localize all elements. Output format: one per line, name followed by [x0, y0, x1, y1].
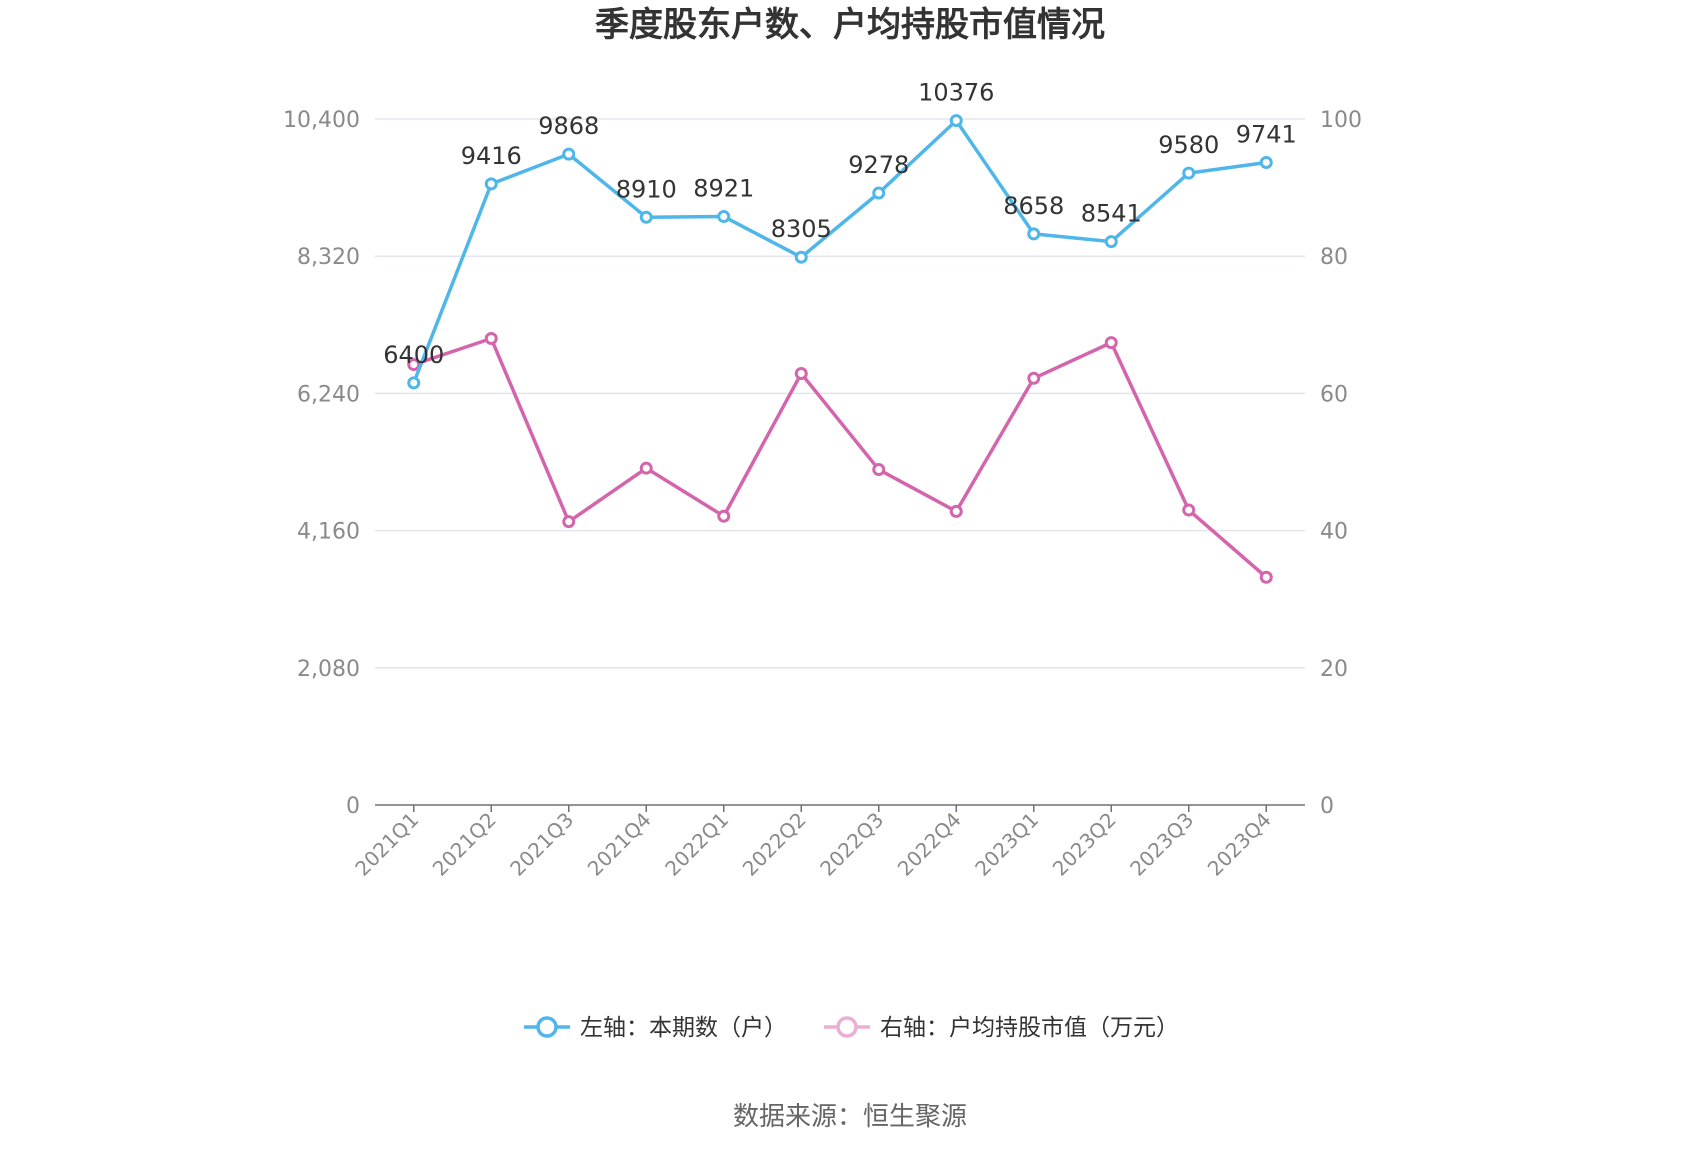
data-point [484, 332, 498, 346]
right-tick-label: 0 [1320, 794, 1334, 819]
left-tick-label: 4,160 [297, 520, 360, 545]
legend-label: 左轴：本期数（户） [580, 1015, 787, 1041]
right-tick-label: 20 [1320, 657, 1348, 682]
data-point [639, 461, 653, 475]
data-point [949, 504, 963, 518]
series-line-avg-value [413, 336, 1268, 579]
x-tick-label: 2022Q3 [815, 808, 888, 881]
data-point [1259, 570, 1273, 584]
left-tick-label: 6,240 [297, 382, 360, 407]
data-point [562, 515, 576, 529]
legend-item[interactable]: 左轴：本期数（户） [524, 1015, 787, 1041]
data-point [872, 463, 886, 477]
data-point [1104, 336, 1118, 350]
data-point [1182, 166, 1196, 180]
left-tick-label: 2,080 [297, 657, 360, 682]
data-point [1027, 227, 1041, 241]
x-tick-label: 2021Q1 [350, 808, 423, 881]
data-label: 8305 [771, 215, 832, 243]
data-point [1182, 503, 1196, 517]
legend-marker [836, 1016, 858, 1038]
data-point [1104, 235, 1118, 249]
data-point [794, 250, 808, 264]
left-tick-label: 10,400 [283, 108, 360, 133]
data-point [717, 210, 731, 224]
x-tick-label: 2023Q2 [1048, 808, 1121, 881]
x-tick-label: 2021Q3 [505, 808, 578, 881]
data-label: 8541 [1081, 200, 1142, 228]
legend-marker [536, 1016, 558, 1038]
series-layer: 6400 9416 9868 8910 8921 8305 9278 10376 8658 854… [383, 79, 1297, 584]
data-point [639, 210, 653, 224]
legend[interactable]: 左轴：本期数（户） 右轴：户均持股市值（万元） [524, 1015, 1179, 1041]
x-tick-label: 2022Q2 [738, 808, 811, 881]
legend-item[interactable]: 右轴：户均持股市值（万元） [824, 1015, 1179, 1041]
left-axis: 0 2,080 4,160 6,240 8,320 10,400 [283, 108, 360, 819]
data-point [794, 367, 808, 381]
data-label: 8658 [1003, 192, 1064, 220]
right-tick-label: 100 [1320, 108, 1362, 133]
right-tick-label: 60 [1320, 382, 1348, 407]
right-axis: 0 20 40 60 80 100 [1320, 108, 1362, 819]
data-point [407, 376, 421, 390]
data-point [407, 358, 421, 372]
legend-label: 右轴：户均持股市值（万元） [880, 1015, 1179, 1041]
x-tick-label: 2022Q4 [893, 808, 966, 881]
x-tick-label: 2023Q4 [1203, 808, 1276, 881]
x-tick-label: 2021Q2 [428, 808, 501, 881]
x-axis: 2021Q1 2021Q2 2021Q3 2021Q4 2022Q1 2022Q2 2022… [350, 804, 1305, 881]
data-label: 6400 [383, 341, 444, 369]
right-tick-label: 80 [1320, 245, 1348, 270]
data-point [484, 177, 498, 191]
data-label: 8910 [616, 175, 677, 203]
data-label: 10376 [918, 79, 994, 107]
x-tick-label: 2023Q1 [970, 808, 1043, 881]
grid-lines [375, 118, 1305, 669]
data-label: 9278 [848, 151, 909, 179]
data-point [949, 114, 963, 128]
x-tick-label: 2023Q3 [1125, 808, 1198, 881]
chart-title: 季度股东户数、户均持股市值情况 [595, 5, 1105, 45]
data-point [717, 509, 731, 523]
data-point [1259, 155, 1273, 169]
x-tick-label: 2022Q1 [660, 808, 733, 881]
data-point [872, 186, 886, 200]
data-label: 9580 [1158, 131, 1219, 159]
x-tick-label: 2021Q4 [583, 808, 656, 881]
data-label: 9416 [461, 142, 522, 170]
data-label: 8921 [693, 175, 754, 203]
series-line-holders [412, 118, 1267, 384]
left-tick-label: 8,320 [297, 245, 360, 270]
left-tick-label: 0 [346, 794, 360, 819]
right-tick-label: 40 [1320, 520, 1348, 545]
data-label: 9741 [1236, 120, 1297, 148]
source-text: 数据来源：恒生聚源 [733, 1102, 967, 1132]
data-point [1027, 371, 1041, 385]
data-label: 9868 [538, 112, 599, 140]
data-point [562, 147, 576, 161]
